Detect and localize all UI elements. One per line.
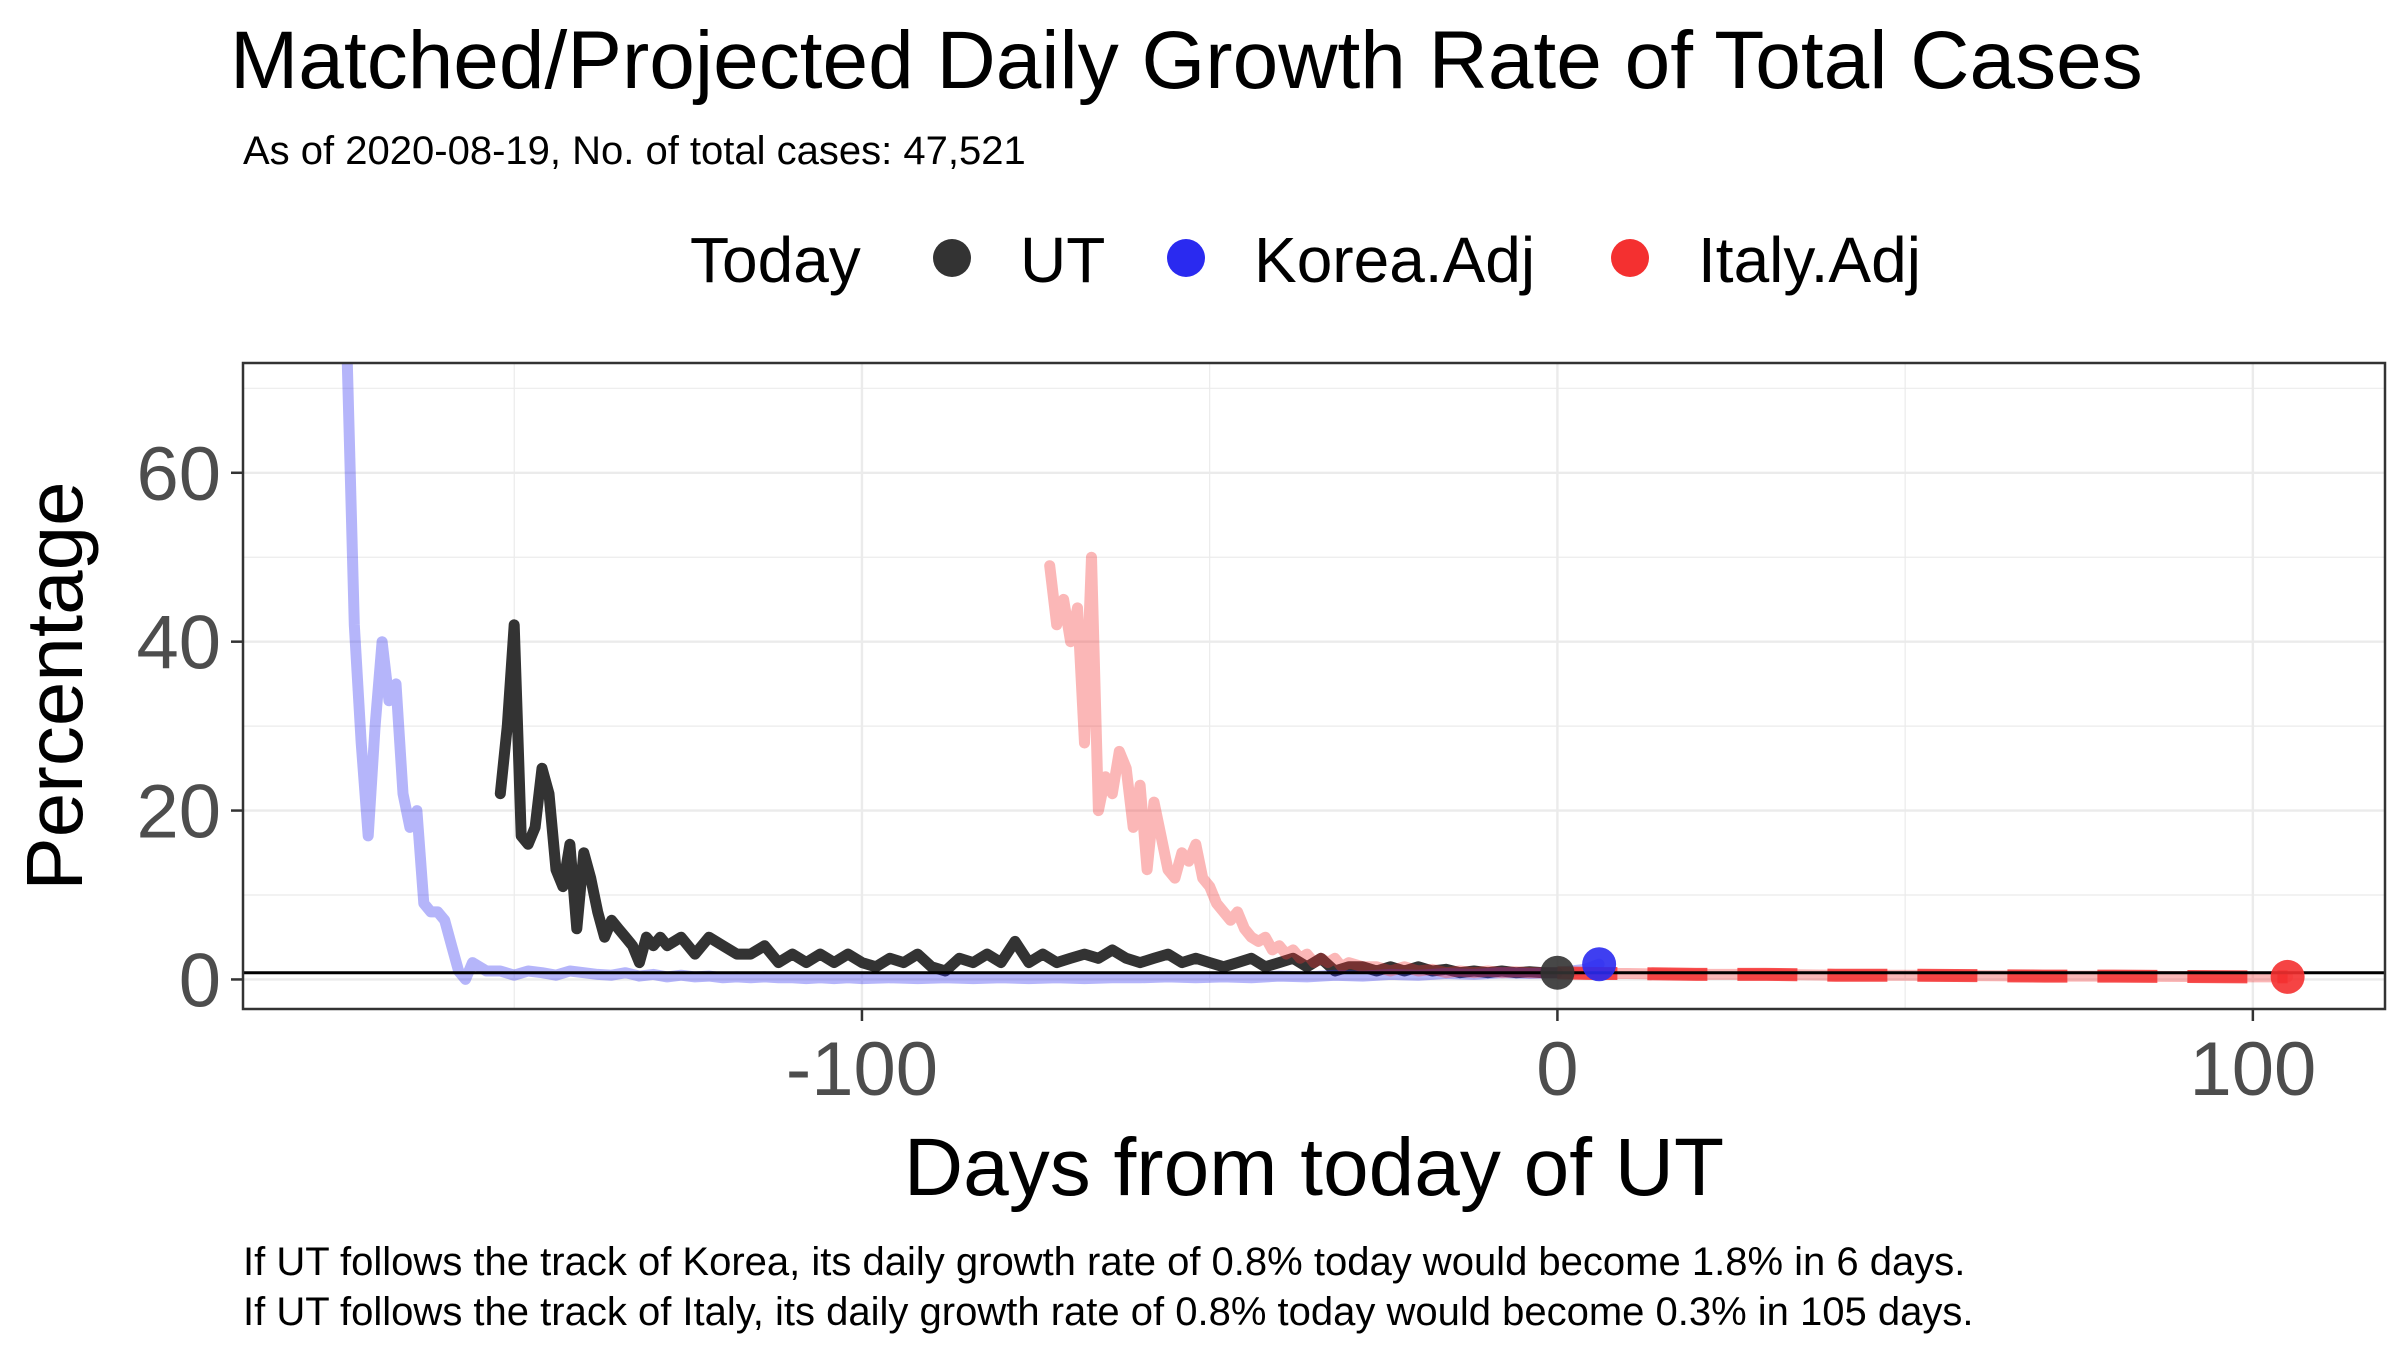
legend-label-korea: Korea.Adj (1254, 224, 1535, 296)
today-point-ut (1540, 955, 1575, 990)
x-axis-label: Days from today of UT (904, 1122, 1724, 1213)
y-axis-label: Percentage (10, 481, 99, 890)
y-tick-label: 0 (179, 938, 221, 1023)
x-tick-label: 0 (1536, 1027, 1578, 1112)
plot-border (241, 361, 2387, 1011)
legend-key-ut (933, 239, 971, 277)
series-line-ut (494, 619, 1563, 979)
series-line-korea-adj (341, 363, 1605, 985)
chart-title: Matched/Projected Daily Growth Rate of T… (230, 15, 2143, 106)
y-tick-label: 20 (136, 770, 221, 855)
chart-subtitle: As of 2020-08-19, No. of total cases: 47… (243, 129, 1026, 173)
y-tick-label: 40 (136, 601, 221, 686)
footnote-italy: If UT follows the track of Italy, its da… (243, 1290, 1974, 1334)
today-point-italy-adj (2270, 959, 2305, 994)
x-tick-label: 100 (2189, 1027, 2316, 1112)
x-tick-label: -100 (786, 1027, 938, 1112)
y-tick-label: 60 (136, 432, 221, 517)
footnote-korea: If UT follows the track of Korea, its da… (243, 1240, 1965, 1284)
axes: 0 20 40 60 -100 0 100 (136, 432, 2316, 1112)
legend-title: Today (690, 224, 861, 296)
today-points (1540, 947, 2305, 994)
today-point-korea-adj (1582, 947, 1617, 982)
grid-lines (243, 363, 2385, 1009)
legend-key-italy (1611, 239, 1649, 277)
legend: Today UT Korea.Adj Italy.Adj (690, 224, 1921, 296)
legend-label-ut: UT (1020, 224, 1105, 296)
legend-label-italy: Italy.Adj (1698, 224, 1921, 296)
plot-panel (243, 363, 2385, 1009)
legend-key-korea (1167, 239, 1205, 277)
